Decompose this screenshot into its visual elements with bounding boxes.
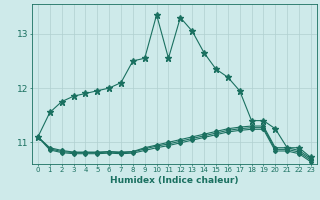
X-axis label: Humidex (Indice chaleur): Humidex (Indice chaleur) [110,176,239,185]
